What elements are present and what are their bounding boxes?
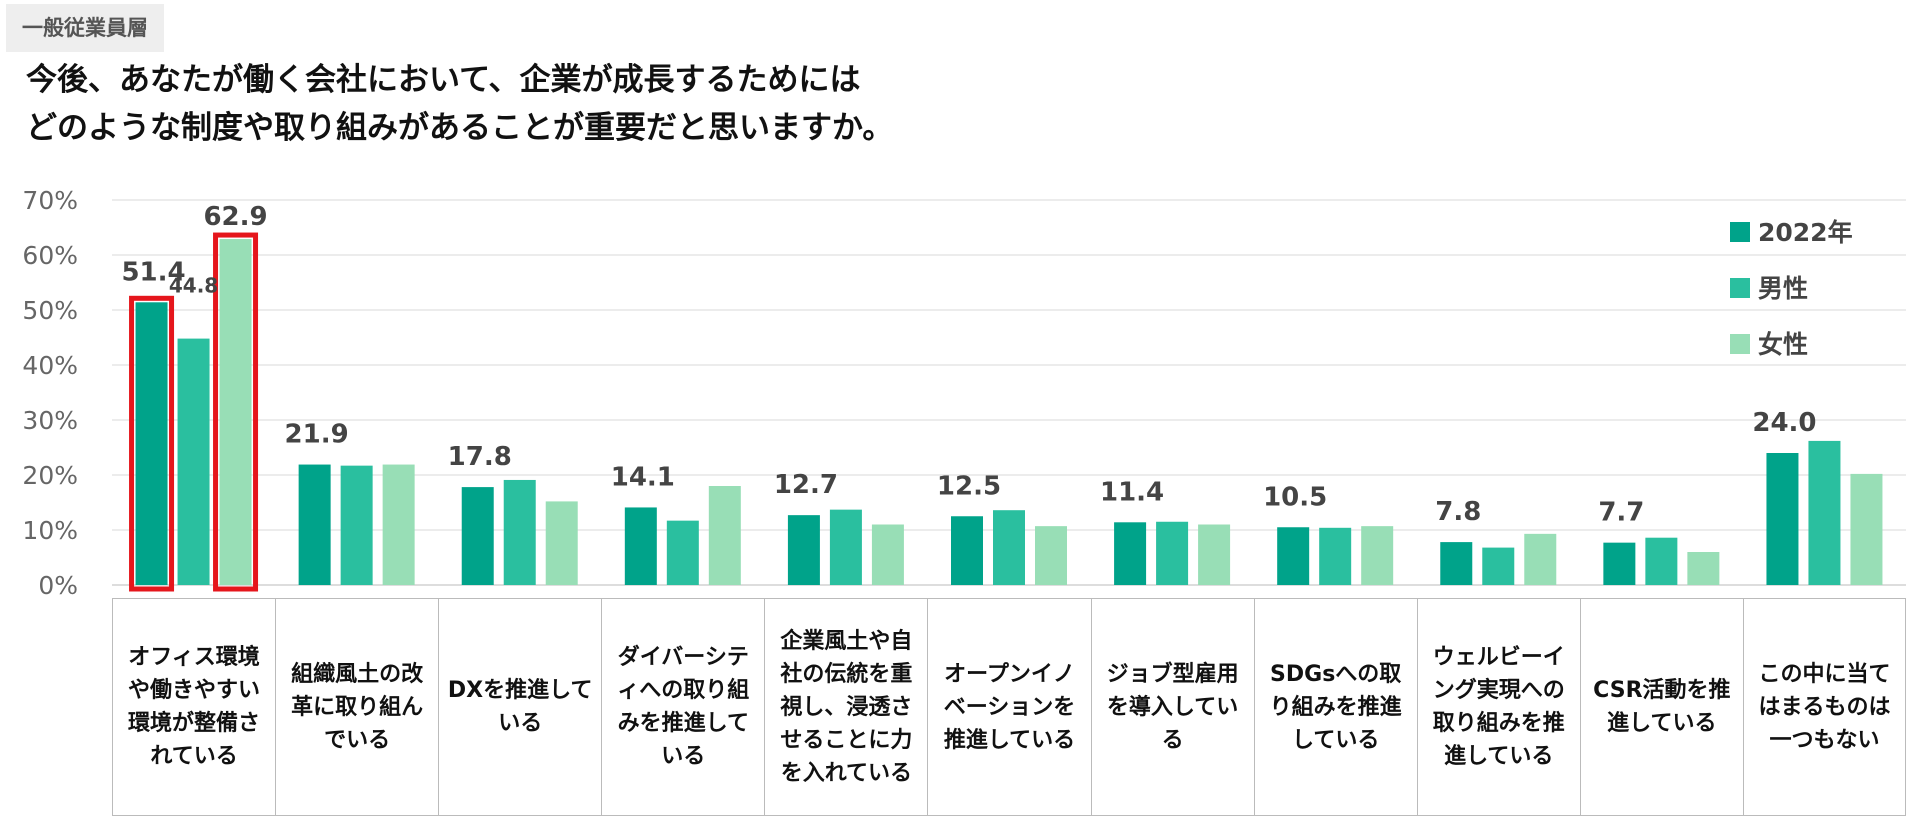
bar-男性-10 [1808,440,1841,585]
legend-swatch-男性 [1730,278,1750,298]
bar-2022年-5 [951,516,983,585]
question-line-2: どのような制度や取り組みがあることが重要だと思いますか。 [26,110,894,146]
legend-label: 男性 [1758,274,1808,303]
bar-男性-6 [1156,521,1189,585]
category-label: ウェルビーイング実現への取り組みを推進している [1416,598,1580,816]
category-label: 組織風土の改革に取り組んでいる [275,598,439,816]
bar-2022年-7 [1277,527,1310,585]
bar-2022年-4 [787,515,820,585]
data-label: 24.0 [1752,408,1816,438]
y-tick-label: 30% [22,406,78,435]
question-title: 今後、あなたが働く会社において、企業が成長するためには どのような制度や取り組み… [26,56,893,152]
bar-男性-5 [993,510,1025,585]
legend-swatch-2022年 [1730,222,1750,242]
bar-男性-4 [829,509,862,585]
bar-女性-2 [545,501,578,585]
bar-女性-5 [1035,526,1067,585]
category-label: SDGsへの取り組みを推進している [1253,598,1417,816]
data-label: 21.9 [285,420,349,450]
bar-2022年-2 [461,487,494,585]
segment-tag: 一般従業員層 [6,4,164,52]
y-tick-label: 10% [22,516,78,545]
bar-男性-8 [1482,547,1515,585]
category-label: この中に当てはまるものは一つもない [1742,598,1906,816]
bar-女性-7 [1361,526,1394,585]
data-label: 11.4 [1100,477,1164,507]
y-tick-label: 20% [22,461,78,490]
bar-女性-3 [708,486,741,585]
category-label: ジョブ型雇用を導入している [1090,598,1254,816]
data-label: 44.8 [169,274,218,298]
data-label: 7.8 [1435,497,1481,527]
bar-男性-7 [1319,527,1352,585]
category-label: 企業風土や自社の伝統を重視し、浸透させることに力を入れている [764,598,928,816]
data-label: 10.5 [1263,482,1327,512]
y-tick-label: 60% [22,241,78,270]
bar-2022年-6 [1114,522,1147,585]
category-label: DXを推進している [438,598,602,816]
data-label: 12.5 [937,471,1001,501]
bar-2022年-9 [1603,542,1636,585]
bar-男性-9 [1645,537,1678,585]
highlight-frame [213,232,259,592]
data-label: 7.7 [1598,498,1644,528]
bar-2022年-8 [1440,542,1473,585]
bar-女性-1 [382,464,415,585]
bar-2022年-0 [135,302,168,585]
bar-男性-0 [177,338,210,585]
y-tick-label: 40% [22,351,78,380]
data-label: 62.9 [203,202,267,232]
bar-男性-1 [340,465,373,585]
y-tick-label: 50% [22,296,78,325]
legend-swatch-女性 [1730,334,1750,354]
y-tick-label: 0% [38,571,78,600]
data-label: 51.4 [121,257,185,287]
bar-女性-9 [1687,552,1720,585]
bar-男性-2 [503,479,536,585]
question-line-1: 今後、あなたが働く会社において、企業が成長するためには [26,62,861,98]
bar-2022年-10 [1766,453,1799,585]
data-label: 17.8 [448,442,512,472]
bar-男性-3 [666,520,699,585]
category-label: オープンイノベーションを推進している [927,598,1091,816]
bar-女性-6 [1198,524,1231,585]
bar-女性-4 [871,524,904,585]
category-label: ダイバーシティへの取り組みを推進している [601,598,765,816]
highlight-frame [129,295,175,592]
category-label: CSR活動を推進している [1579,598,1743,816]
bar-女性-0 [219,239,252,586]
legend-label: 2022年 [1758,218,1853,247]
data-label: 12.7 [774,470,838,500]
bar-女性-8 [1524,533,1557,585]
bar-2022年-1 [298,464,331,585]
bar-2022年-3 [624,507,657,585]
y-tick-label: 70% [22,186,78,215]
legend-label: 女性 [1758,330,1808,359]
bar-女性-10 [1850,473,1883,585]
data-label: 14.1 [611,462,675,492]
category-label: オフィス環境や働きやすい環境が整備されている [112,598,276,816]
